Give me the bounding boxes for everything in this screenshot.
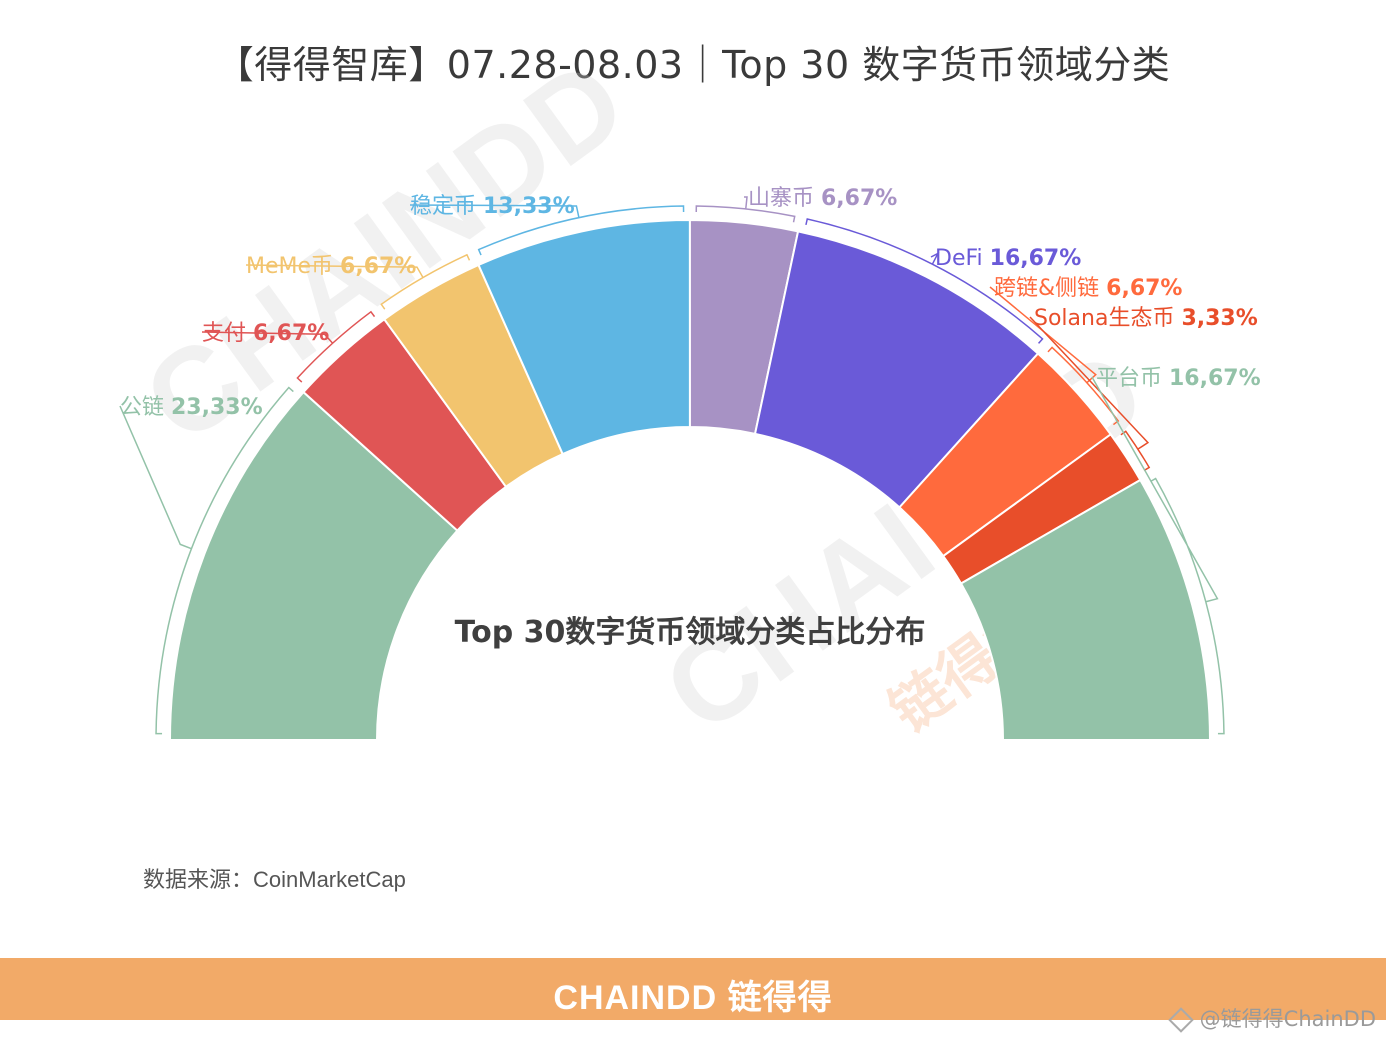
slice-label-name-1: 支付: [202, 321, 253, 346]
slice-label-5: DeFi 16,67%: [935, 246, 1081, 271]
slice-label-value-4: 6,67%: [821, 186, 897, 211]
chart-title: 【得得智库】07.28-08.03｜Top 30 数字货币领域分类: [215, 43, 1171, 87]
slice-label-name-8: 平台币: [1096, 366, 1169, 391]
footer-bar: CHAINDD 链得得: [0, 958, 1386, 1020]
leader-0: [119, 386, 294, 735]
slice-label-name-2: MeMe币: [246, 254, 340, 279]
leader-4: [695, 196, 796, 223]
leader-8: [1091, 376, 1225, 735]
diamond-icon: [1167, 1007, 1194, 1033]
chart-center-label: Top 30数字货币领域分类占比分布: [455, 615, 926, 650]
leader-5: [805, 218, 1044, 344]
slice-label-value-1: 6,67%: [253, 321, 329, 346]
slice-label-value-7: 3,33%: [1181, 306, 1257, 331]
leader-7: [1029, 316, 1151, 472]
slice-label-1: 支付 6,67%: [202, 321, 329, 346]
footer-brand: CHAINDD 链得得: [553, 979, 833, 1017]
slice-label-value-8: 16,67%: [1169, 366, 1261, 391]
slice-label-value-6: 6,67%: [1106, 276, 1182, 301]
slice-label-7: Solana生态币 3,33%: [1034, 306, 1258, 331]
slice-label-name-3: 稳定币: [410, 194, 483, 219]
slice-label-0: 公链 23,33%: [120, 395, 263, 420]
slice-label-3: 稳定币 13,33%: [410, 194, 575, 219]
slice-label-8: 平台币 16,67%: [1096, 366, 1261, 391]
slice-label-value-3: 13,33%: [483, 194, 575, 219]
slice-label-value-2: 6,67%: [340, 254, 416, 279]
slice-0: [168, 390, 459, 741]
footer-handle-text: @链得得ChainDD: [1199, 1007, 1376, 1031]
data-source: 数据来源：CoinMarketCap: [143, 867, 406, 892]
slice-8: [959, 478, 1212, 741]
leader-3: [409, 204, 685, 256]
leader-2: [245, 253, 471, 310]
slice-label-value-5: 16,67%: [990, 246, 1082, 271]
slice-label-value-0: 23,33%: [171, 395, 263, 420]
slice-label-4: 山寨币 6,67%: [748, 186, 897, 211]
slice-label-name-7: Solana生态币: [1034, 306, 1181, 331]
leader-1: [201, 310, 376, 383]
slice-label-name-0: 公链: [120, 395, 171, 420]
slice-label-6: 跨链&侧链 6,67%: [994, 276, 1182, 301]
footer-handle: @链得得ChainDD: [1167, 1003, 1376, 1033]
slice-label-name-6: 跨链&侧链: [994, 276, 1106, 301]
slice-label-2: MeMe币 6,67%: [246, 254, 416, 279]
slice-label-name-4: 山寨币: [748, 186, 821, 211]
slice-label-name-5: DeFi: [935, 246, 990, 271]
